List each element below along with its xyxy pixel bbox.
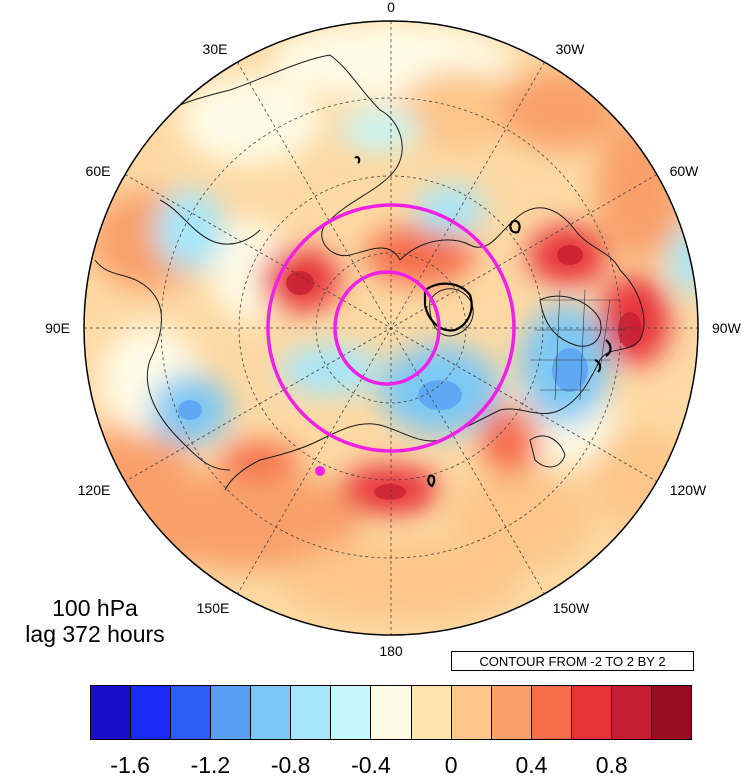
colorbar-box [531, 686, 572, 739]
colorbar-box [411, 686, 452, 739]
colorbar-label: 0.8 [595, 752, 628, 778]
colorbar-label: -1.6 [110, 752, 150, 778]
lon-label-0: 0 [387, 0, 395, 15]
lon-label-90e: 90E [45, 320, 70, 336]
lon-label-60e: 60E [86, 163, 111, 179]
title-block: 100 hPa lag 372 hours [0, 595, 190, 647]
lon-label-90w: 90W [712, 320, 742, 336]
lon-label-30w: 30W [556, 41, 586, 57]
colorbar-box [571, 686, 612, 739]
lag-label: lag 372 hours [25, 621, 165, 647]
magenta-marker [315, 466, 325, 476]
colorbar-box [371, 686, 412, 739]
colorbar-box [211, 686, 252, 739]
colorbar-box [291, 686, 332, 739]
lon-label-60w: 60W [670, 163, 700, 179]
colorbar-box [451, 686, 492, 739]
colorbar-label: -0.8 [270, 752, 311, 778]
colorbar-box [171, 686, 212, 739]
colorbar-box [91, 686, 132, 739]
lon-label-120e: 120E [78, 482, 111, 498]
colorbar-box [611, 686, 652, 739]
lon-label-120w: 120W [670, 482, 707, 498]
pressure-level-label: 100 hPa [52, 595, 138, 621]
magenta-circles [266, 203, 516, 453]
colorbar-label: 0.4 [515, 752, 548, 778]
map-boundary [83, 20, 699, 636]
colorbar-label: -1.2 [190, 752, 231, 778]
colorbar [90, 685, 692, 740]
graticule [84, 21, 698, 635]
colorbar-box [491, 686, 532, 739]
longitude-labels: 0 30W 60W 90W 120W 150W 180 150E 120E 90… [45, 0, 741, 659]
coastlines [94, 54, 645, 491]
colorbar-box [131, 686, 172, 739]
lon-label-150w: 150W [553, 600, 590, 616]
colorbar-box [331, 686, 372, 739]
colorbar-label: -0.4 [351, 752, 391, 778]
contour-lines [354, 156, 612, 488]
lon-label-180: 180 [379, 643, 403, 659]
colorbar-label: 0 [444, 752, 458, 778]
contour-note: CONTOUR FROM -2 TO 2 BY 2 [451, 651, 694, 671]
colorbar-box [651, 686, 691, 739]
lon-label-150e: 150E [197, 600, 230, 616]
colorbar-box [251, 686, 292, 739]
lon-label-30e: 30E [203, 41, 228, 57]
